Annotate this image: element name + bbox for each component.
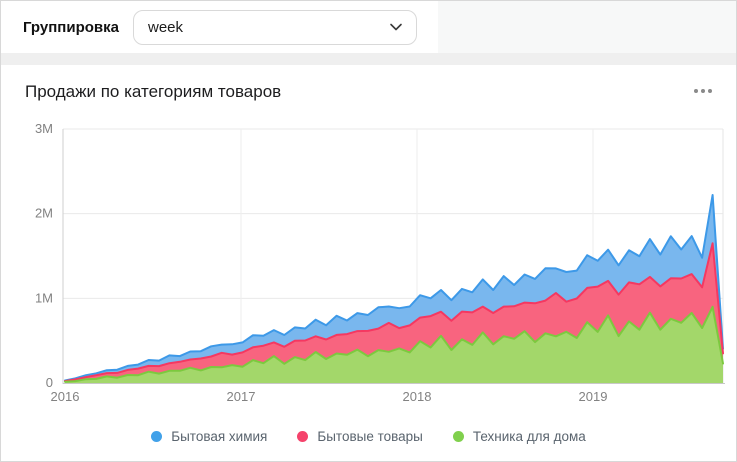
ellipsis-icon [701,89,705,93]
svg-text:2016: 2016 [51,389,80,404]
legend-dot-icon [297,431,309,442]
ellipsis-icon [694,89,698,93]
more-options-button[interactable] [688,81,718,101]
svg-text:2017: 2017 [227,389,256,404]
sales-chart-card: Продажи по категориям товаров 0 1M 2M 3M 201… [1,65,736,461]
svg-text:0: 0 [46,375,53,390]
legend-label: Бытовые товары [317,429,423,444]
svg-text:2M: 2M [35,206,53,221]
chart-legend: Бытовая химия Бытовые товары Техника для д… [1,429,736,444]
ellipsis-icon [708,89,712,93]
grouping-toolbar: Группировка week [1,1,438,53]
svg-text:2018: 2018 [403,389,432,404]
grouping-selected-value: week [147,18,184,36]
legend-label: Бытовая химия [171,429,268,444]
svg-text:1M: 1M [35,290,53,305]
legend-label: Техника для дома [472,429,586,444]
legend-item[interactable]: Бытовые товары [297,429,423,444]
legend-dot-icon [151,431,163,442]
svg-text:2019: 2019 [579,389,608,404]
card-header: Продажи по категориям товаров [1,65,736,105]
chevron-down-icon [390,23,402,31]
legend-dot-icon [452,431,464,442]
svg-text:3M: 3M [35,121,53,136]
grouping-label: Группировка [23,18,119,36]
section-divider [1,53,736,65]
chart-title: Продажи по категориям товаров [25,82,282,101]
legend-item[interactable]: Техника для дома [452,429,586,444]
sales-area-chart[interactable]: 0 1M 2M 3M 2016 2017 2018 2019 [1,107,737,417]
grouping-select[interactable]: week [132,9,417,45]
toolbar-background [438,1,736,53]
legend-item[interactable]: Бытовая химия [151,429,267,444]
